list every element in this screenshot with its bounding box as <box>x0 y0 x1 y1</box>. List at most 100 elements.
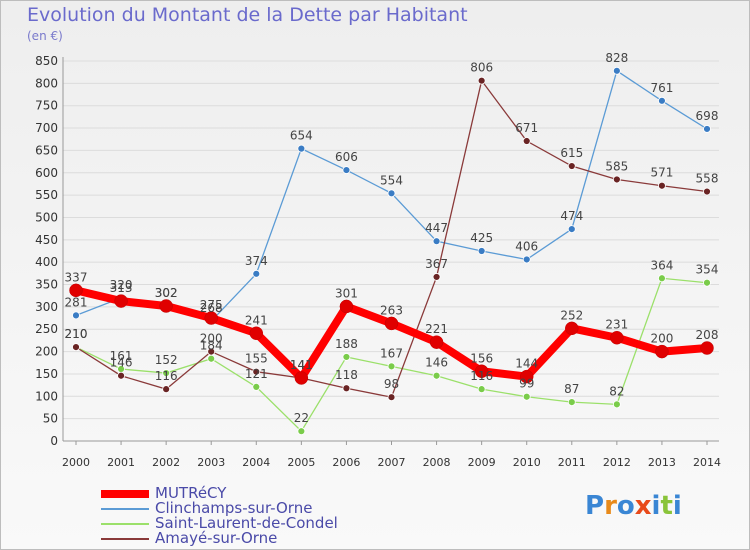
x-tick-label: 2010 <box>513 456 541 469</box>
series <box>69 66 714 436</box>
data-label: 263 <box>380 303 403 317</box>
data-label: 313 <box>110 281 133 295</box>
data-label: 606 <box>335 150 358 164</box>
y-tick-label: 650 <box>35 143 58 157</box>
data-label: 141 <box>290 358 313 372</box>
data-label: 281 <box>65 295 88 309</box>
data-point <box>612 400 621 409</box>
data-point <box>297 144 306 153</box>
data-label: 87 <box>564 382 579 396</box>
data-point <box>162 369 171 377</box>
data-label: 554 <box>380 173 403 187</box>
data-point <box>204 311 218 325</box>
data-label: 116 <box>155 369 178 383</box>
data-label: 98 <box>384 377 399 391</box>
data-point <box>477 247 486 255</box>
data-label: 155 <box>245 352 268 366</box>
data-label: 200 <box>650 332 673 346</box>
data-point <box>252 269 261 278</box>
data-label: 671 <box>515 121 538 135</box>
data-point <box>387 362 396 371</box>
legend-swatch-mutrecy <box>101 490 149 498</box>
data-label: 367 <box>425 257 448 271</box>
data-label: 167 <box>380 346 403 360</box>
legend-label: MUTRéCY <box>155 484 227 502</box>
data-point <box>432 237 441 246</box>
data-point <box>207 347 216 356</box>
data-label: 116 <box>470 369 493 383</box>
data-point <box>342 353 351 361</box>
data-label: 828 <box>605 51 628 65</box>
data-label: 200 <box>200 332 223 346</box>
data-point <box>655 344 669 359</box>
chart-subtitle: (en €) <box>27 29 63 43</box>
data-label: 615 <box>560 146 583 160</box>
data-point <box>294 371 309 385</box>
data-label: 144 <box>515 357 538 371</box>
data-point <box>159 299 173 313</box>
data-label: 210 <box>65 327 88 341</box>
data-point <box>567 225 576 233</box>
logo-letter: x <box>634 491 652 521</box>
data-label: 210 <box>65 327 88 341</box>
y-tick-label: 200 <box>35 345 58 359</box>
data-label: 354 <box>696 263 719 277</box>
data-point <box>703 187 711 196</box>
data-point <box>384 316 399 331</box>
data-point <box>162 385 171 394</box>
y-tick-label: 700 <box>35 121 58 135</box>
x-tick-label: 2003 <box>197 456 225 469</box>
data-point <box>700 341 714 355</box>
x-tick-label: 2005 <box>287 456 315 469</box>
proxiti-logo: Proxiti <box>585 491 682 521</box>
data-label: 146 <box>110 356 133 370</box>
legend-label: Amayé-sur-Orne <box>155 529 278 547</box>
logo-letter: r <box>604 491 617 521</box>
y-tick-label: 0 <box>50 434 58 448</box>
data-point <box>612 66 621 75</box>
data-label: 241 <box>245 313 268 327</box>
y-tick-label: 150 <box>35 367 58 381</box>
data-point <box>72 311 80 320</box>
data-labels: 2813203022683746546065544474254064748287… <box>65 51 719 425</box>
data-label: 146 <box>425 356 448 370</box>
grid <box>63 60 719 442</box>
x-tick-label: 2001 <box>107 456 135 469</box>
data-label: 99 <box>519 377 534 391</box>
data-label: 161 <box>110 349 133 363</box>
y-tick-label: 300 <box>35 300 58 314</box>
logo-letter: i <box>672 491 682 521</box>
data-label: 231 <box>605 318 628 332</box>
data-label: 585 <box>605 159 628 173</box>
x-tick-label: 2011 <box>558 456 586 469</box>
data-label: 188 <box>335 337 358 351</box>
data-label: 571 <box>650 166 673 180</box>
logo-letter: P <box>585 491 605 521</box>
data-label: 654 <box>290 129 313 143</box>
data-label: 82 <box>609 384 624 398</box>
x-tick-label: 2012 <box>603 456 631 469</box>
data-point <box>207 354 216 363</box>
data-label: 208 <box>696 328 719 342</box>
data-label: 761 <box>650 81 673 95</box>
data-point <box>342 166 351 174</box>
data-point <box>565 321 579 336</box>
x-tick-label: 2004 <box>242 456 270 469</box>
data-point <box>249 326 264 341</box>
data-label: 337 <box>65 270 88 284</box>
data-label: 118 <box>335 368 358 382</box>
data-label: 364 <box>650 258 673 272</box>
x-tick-label: 2009 <box>468 456 496 469</box>
y-tick-label: 600 <box>35 166 58 180</box>
data-point <box>567 398 576 407</box>
legend-label: Clinchamps-sur-Orne <box>155 499 313 517</box>
y-tick-label: 450 <box>35 233 58 247</box>
data-label: 121 <box>245 367 268 381</box>
y-tick-label: 750 <box>35 99 58 113</box>
x-tick-label: 2000 <box>62 456 90 469</box>
data-label: 302 <box>155 286 178 300</box>
data-point <box>522 255 531 264</box>
data-label: 806 <box>470 61 493 75</box>
